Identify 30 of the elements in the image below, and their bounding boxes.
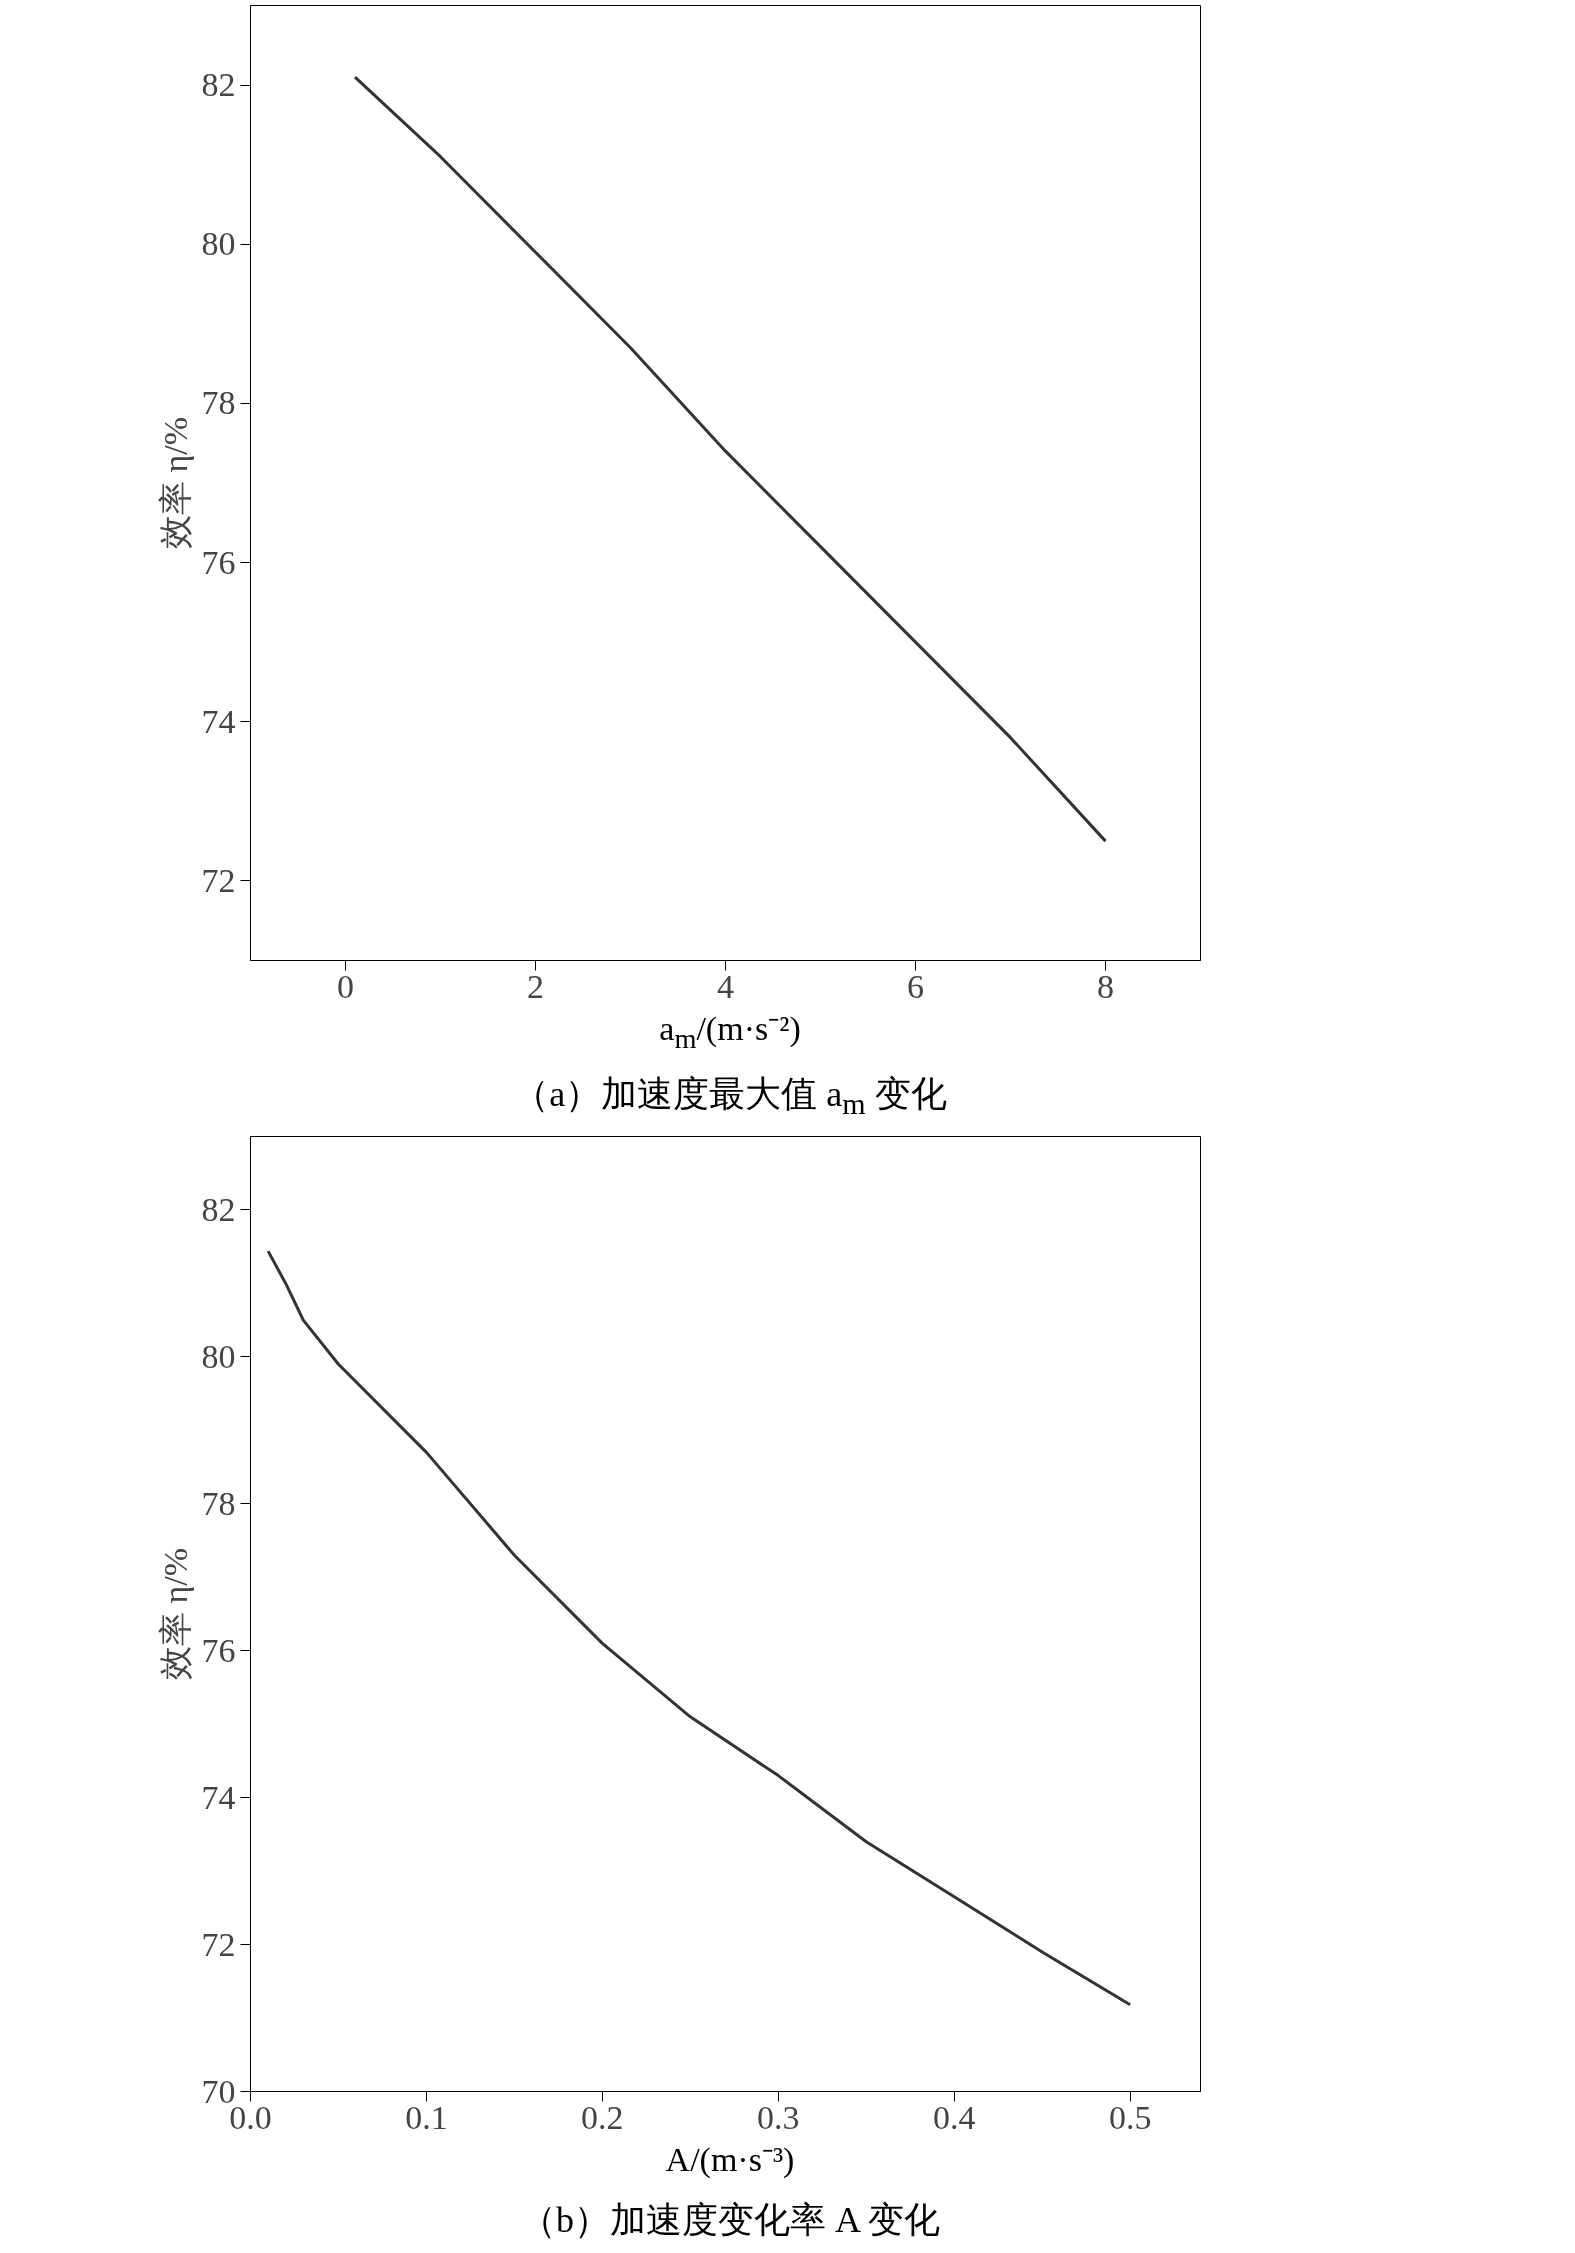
- y-tick-label: 78: [201, 384, 236, 422]
- x-tick-label: 0.3: [757, 2098, 800, 2136]
- y-tick-label: 76: [201, 543, 236, 581]
- x-tick-label: 0.1: [405, 2098, 448, 2136]
- x-tick-label: 0: [337, 967, 354, 1005]
- x-tick-label: 0.2: [581, 2098, 624, 2136]
- text: （a）加速度最大值 a$_{m}$ 变化: [513, 1073, 947, 1123]
- y-axis-title: 效率 η/%: [156, 416, 194, 550]
- x-tick-label: 8: [1097, 967, 1114, 1005]
- y-tick-label: 72: [201, 861, 236, 899]
- x-tick-label: 0.4: [932, 2098, 976, 2136]
- x-tick-label: 6: [907, 967, 924, 1005]
- text: （b）加速度变化率 A 变化: [519, 2198, 940, 2242]
- line-series: [353, 75, 1107, 843]
- x-tick-label: 2: [527, 967, 544, 1005]
- y-tick-label: 80: [201, 225, 236, 263]
- y-tick-label: 74: [201, 702, 236, 740]
- y-tick-label: 82: [201, 66, 236, 104]
- x-tick-label: 0.5: [1108, 2098, 1152, 2136]
- y-axis-title: 效率 η/%: [156, 1548, 194, 1681]
- y-tick-label: 72: [201, 1925, 236, 1963]
- y-tick-label: 76: [201, 1632, 236, 1670]
- x-axis-title: A/(m·s⁻³): [665, 2140, 795, 2181]
- y-tick-label: 80: [201, 1338, 236, 1376]
- y-tick-label: 74: [201, 1778, 236, 1816]
- x-axis-title: a$_{m}$/(m·s⁻²): [659, 1009, 801, 1056]
- x-tick-label: 4: [717, 967, 734, 1005]
- y-tick-label: 78: [201, 1485, 236, 1523]
- y-tick-label: 82: [201, 1191, 236, 1229]
- line-series: [266, 1249, 1132, 2007]
